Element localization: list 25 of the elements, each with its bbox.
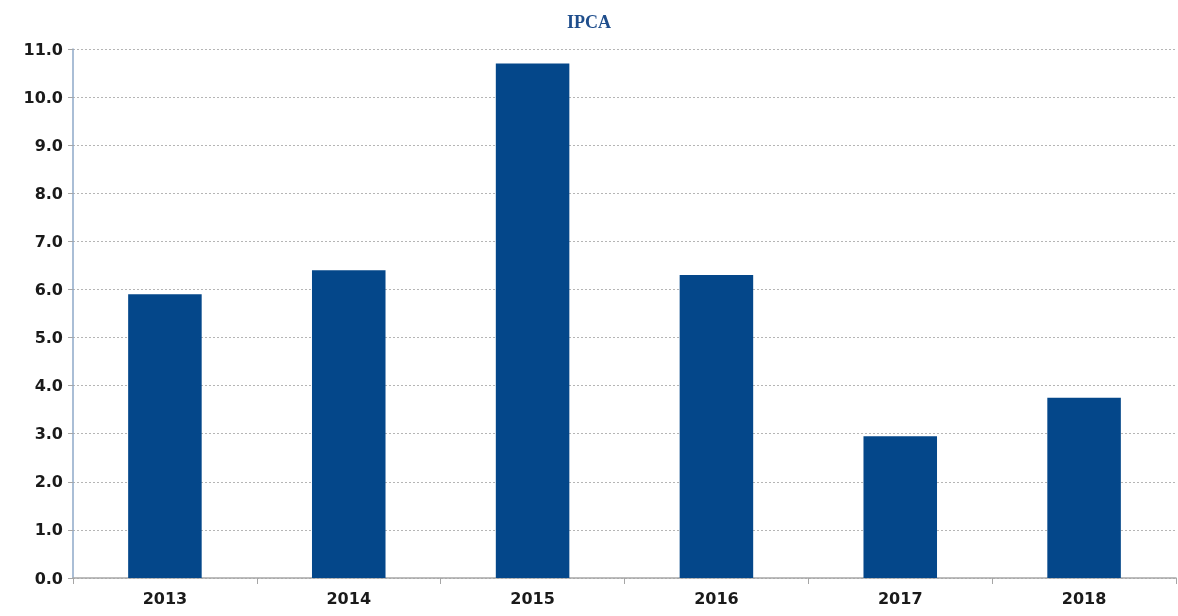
y-tick-label: 4.0 [34,376,63,396]
bar [863,436,938,578]
y-tick-label: 10.0 [23,87,63,107]
x-tick-label: 2013 [142,588,188,608]
y-tick-label: 9.0 [34,135,63,155]
y-tick-label: 6.0 [34,279,63,299]
y-tick-label: 2.0 [34,472,63,492]
bar [679,275,754,578]
x-tick-label: 2015 [510,588,555,608]
y-tick-label: 1.0 [34,520,63,540]
x-tick-label: 2017 [877,588,923,608]
bar [128,294,202,578]
chart-title: IPCA [567,12,611,32]
y-tick-label: 11.0 [23,39,63,59]
x-tick-label: 2018 [1061,588,1107,608]
x-tick-label: 2014 [326,588,372,608]
y-tick-label: 0.0 [34,568,63,588]
y-tick-label: 8.0 [34,183,63,203]
x-tick-label: 2016 [694,588,739,608]
y-tick-label: 3.0 [34,424,63,444]
y-tick-label: 5.0 [34,328,63,348]
y-tick-label: 7.0 [34,231,63,251]
bar [311,270,386,578]
bar [1047,397,1121,578]
bar [495,63,570,578]
